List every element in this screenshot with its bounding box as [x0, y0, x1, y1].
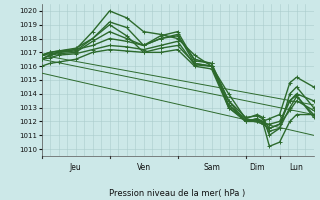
Text: Pression niveau de la mer( hPa ): Pression niveau de la mer( hPa ) — [109, 189, 246, 198]
Text: Lun: Lun — [290, 163, 304, 172]
Text: Ven: Ven — [137, 163, 151, 172]
Text: Sam: Sam — [203, 163, 220, 172]
Text: Dim: Dim — [249, 163, 265, 172]
Text: Jeu: Jeu — [70, 163, 82, 172]
